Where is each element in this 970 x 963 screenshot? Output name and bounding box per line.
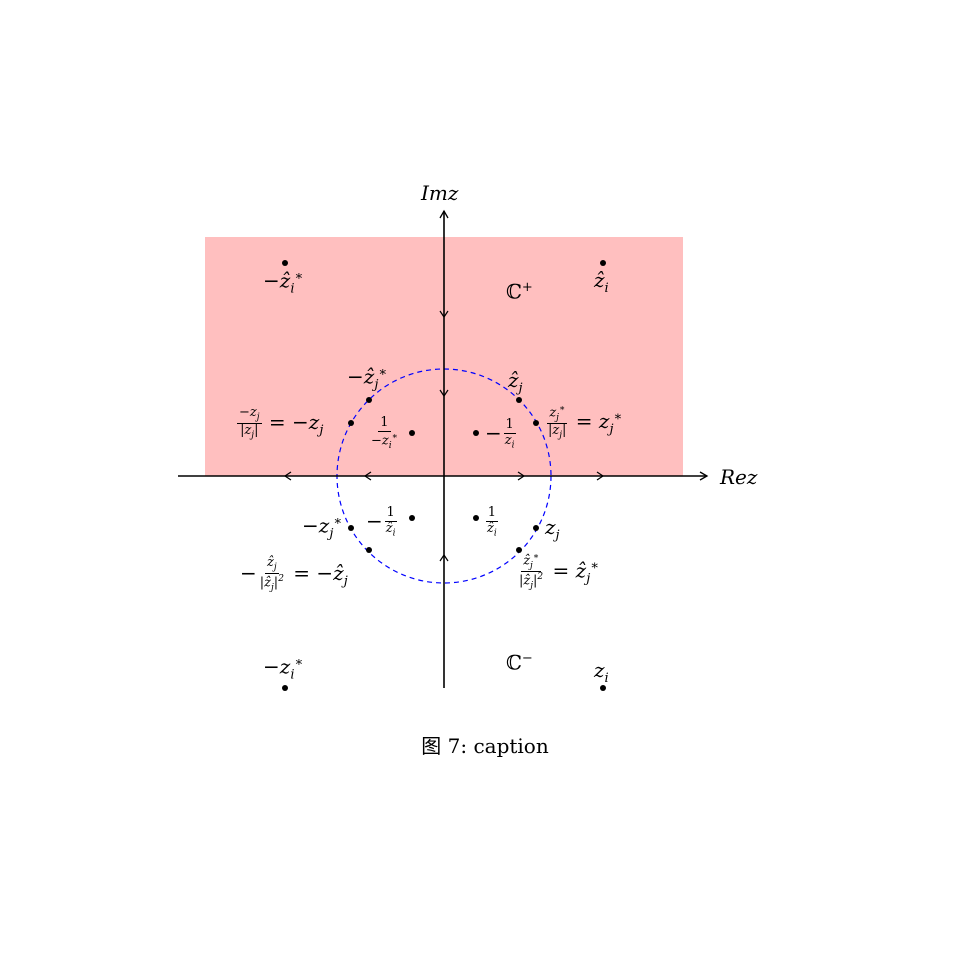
real-axis-direction-arrow [596, 471, 605, 481]
label-z-j: zj [545, 515, 560, 543]
label-neg-z-j-conj: −zj∗ [302, 513, 343, 542]
point-neg-inv-z-i [473, 430, 479, 436]
point-z-i [600, 685, 606, 691]
point-zhat-j-conj [516, 547, 522, 553]
label-inv-neg-z-i-conj: 1 −zi∗ [371, 415, 398, 451]
point-neg-z-j-conj [348, 525, 354, 531]
label-zhat-i: ẑi [594, 268, 609, 296]
label-zhat-j: ẑj [508, 368, 523, 396]
point-neg-z-i-conj [282, 685, 288, 691]
label-neg-zhat-j-normalized: − ẑj |ẑj|2 = −ẑj [240, 555, 348, 593]
point-zhat-j [516, 397, 522, 403]
imaginary-axis-direction-arrow [439, 553, 449, 562]
point-zhat-i [600, 260, 606, 266]
real-axis-direction-arrow [283, 471, 292, 481]
point-neg-inv-zhat-i [409, 515, 415, 521]
label-neg-z-i-conj: −zi∗ [263, 654, 304, 683]
label-neg-inv-z-i: −1 zi [485, 417, 516, 451]
label-neg-zhat-i-conj: −ẑi∗ [263, 268, 304, 297]
label-neg-z-j-normalized: −zj |zj| = −zj [237, 405, 324, 441]
figure-caption: 图 7: caption [421, 734, 549, 758]
imaginary-axis-direction-arrow [439, 310, 449, 319]
point-inv-zhat-i [473, 515, 479, 521]
imaginary-axis-label: Imz [421, 181, 459, 205]
point-neg-zhat-j [366, 547, 372, 553]
point-z-j [533, 525, 539, 531]
label-z-j-conj-normalized: zj∗ |zj| = zj∗ [547, 404, 623, 441]
point-neg-zhat-j-conj [366, 397, 372, 403]
point-z-j-conj [533, 420, 539, 426]
label-inv-zhat-i: 1 ẑi [485, 505, 499, 539]
real-axis-label: Rez [720, 465, 758, 489]
real-axis-direction-arrow [517, 471, 526, 481]
imaginary-axis-direction-arrow [439, 389, 449, 398]
real-axis-direction-arrow [363, 471, 372, 481]
point-neg-z-j [348, 420, 354, 426]
lower-region-label: ℂ− [506, 650, 533, 675]
point-neg-zhat-i-conj [282, 260, 288, 266]
upper-region-label: ℂ+ [506, 279, 533, 304]
label-neg-inv-zhat-i: −1 ẑi [366, 505, 397, 539]
label-neg-zhat-j-conj: −ẑj∗ [347, 364, 388, 393]
label-zhat-j-conj-normalized: ẑj∗ |ẑj|2 = ẑj∗ [519, 552, 600, 592]
label-z-i: zi [594, 658, 609, 686]
point-inv-neg-z-i-conj [409, 430, 415, 436]
